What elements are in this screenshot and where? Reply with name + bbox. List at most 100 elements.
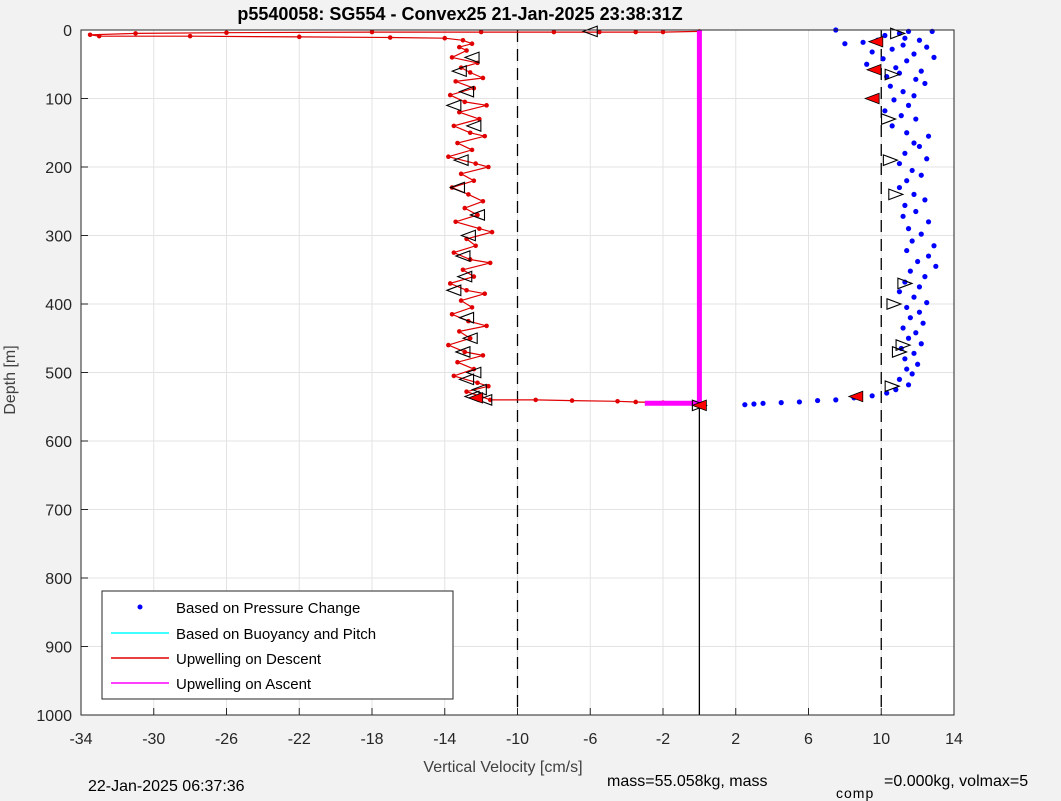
based-on-pressure-change-point: [864, 61, 870, 67]
upwelling-on-descent-point: [462, 349, 468, 355]
based-on-pressure-change-point: [902, 356, 908, 362]
descent-marker: [458, 85, 475, 98]
based-on-pressure-change-point: [913, 116, 919, 122]
upwelling-on-descent-point: [446, 342, 451, 348]
upwelling-on-descent-point: [453, 219, 458, 225]
legend-box: [101, 590, 454, 700]
marker-layer: [445, 25, 914, 412]
based-on-pressure-change-point: [916, 284, 923, 290]
y-tick-label: 1000: [36, 708, 72, 725]
filled-red-marker: [847, 390, 864, 403]
upwelling-on-descent-point: [457, 329, 462, 334]
based-on-pressure-change-point: [911, 350, 917, 356]
based-on-pressure-change-point: [904, 366, 910, 372]
y-tick-label: 600: [45, 434, 72, 451]
based-on-pressure-change-point: [922, 197, 928, 203]
descent-marker: [452, 154, 469, 167]
x-tick-label: -18: [360, 731, 383, 748]
upwelling-on-descent-point: [460, 267, 466, 273]
x-tick-label: -2: [656, 731, 670, 748]
based-on-pressure-change-point: [911, 51, 917, 57]
upwelling-on-descent-point: [449, 55, 455, 60]
based-on-pressure-change-point: [904, 178, 910, 184]
based-on-pressure-change-point: [916, 143, 923, 150]
descent-marker: [454, 345, 471, 358]
based-on-pressure-change-point: [931, 243, 937, 249]
footer-timestamp: 22-Jan-2025 06:37:36: [88, 778, 245, 795]
ascent-marker: [891, 345, 909, 358]
x-axis-label: Vertical Velocity [cm/s]: [423, 759, 582, 776]
based-on-pressure-change-point: [915, 361, 921, 367]
based-on-pressure-change-point: [900, 89, 906, 95]
based-on-pressure-change-point: [907, 268, 913, 274]
ascent-marker: [886, 297, 903, 311]
footer-mass-prefix: mass=55.058kg, mass: [607, 773, 768, 790]
upwelling-on-descent-point: [480, 353, 486, 358]
legend: Based on Pressure Change Based on Buoyan…: [101, 590, 454, 700]
upwelling-on-descent-point: [660, 29, 666, 35]
x-tick-label: -34: [69, 731, 92, 748]
upwelling-on-descent-point: [467, 335, 473, 341]
upwelling-on-descent-point: [597, 29, 602, 35]
x-tick-label: -6: [583, 731, 597, 748]
based-on-pressure-change-point: [911, 294, 917, 300]
descent-marker: [468, 208, 486, 221]
upwelling-on-descent-point: [387, 35, 393, 40]
based-on-pressure-change-point: [916, 309, 923, 315]
x-tick-label: 6: [804, 731, 813, 748]
upwelling-on-descent-point: [489, 229, 495, 235]
chart-title: p5540058: SG554 - Convex25 21-Jan-2025 2…: [237, 4, 682, 24]
x-tick-label: -22: [288, 731, 311, 748]
based-on-pressure-change-point: [915, 258, 921, 265]
based-on-pressure-change-point: [933, 263, 939, 269]
x-tick-label: -10: [506, 731, 529, 748]
x-axis-ticks: -34 -30 -26 -22 -18 -14 -10 -6 -2 2 6 10 14: [69, 708, 963, 748]
upwelling-on-descent-point: [449, 311, 455, 317]
legend-label-pressure: Based on Pressure Change: [176, 600, 360, 617]
legend-label-buoyancy: Based on Buoyancy and Pitch: [176, 626, 376, 643]
based-on-pressure-change-point: [931, 54, 937, 61]
filled-red-marker: [865, 63, 882, 76]
ascent-marker: [897, 277, 914, 290]
descent-marker: [476, 393, 493, 406]
based-on-pressure-change-point: [918, 341, 924, 347]
upwelling-on-descent-point: [451, 250, 457, 255]
descent-marker: [454, 250, 471, 263]
footer-mass-subscript: comp: [836, 785, 874, 801]
filled-red-marker: [691, 399, 707, 412]
x-tick-label: -30: [142, 731, 165, 748]
y-tick-label: 0: [63, 23, 72, 40]
based-on-pressure-change-point: [904, 58, 910, 64]
based-on-pressure-change-point: [860, 39, 866, 45]
based-on-pressure-change-point: [924, 156, 930, 162]
upwelling-on-descent-point: [453, 79, 458, 84]
based-on-pressure-change-point: [922, 80, 928, 87]
based-on-pressure-change-point: [869, 49, 875, 55]
upwelling-on-descent-point: [187, 33, 193, 39]
upwelling-on-descent-point: [296, 34, 302, 40]
upwelling-on-descent-point: [451, 373, 457, 379]
based-on-pressure-change-point: [918, 172, 924, 178]
upwelling-on-descent-point: [475, 380, 480, 386]
upwelling-on-descent-point: [224, 30, 229, 36]
based-on-pressure-change-point: [814, 397, 821, 404]
based-on-pressure-change-point: [922, 274, 928, 280]
ascent-marker: [890, 27, 907, 40]
based-on-pressure-change-point: [920, 320, 926, 326]
y-tick-label: 300: [45, 229, 72, 246]
x-tick-label: -14: [433, 731, 456, 748]
y-axis-ticks: 0 100 200 300 400 500 600 700 800 900 1000: [36, 23, 88, 725]
upwelling-on-descent-point: [469, 305, 475, 310]
based-on-pressure-change-point: [905, 226, 912, 232]
upwelling-on-descent-point: [471, 274, 477, 279]
upwelling-on-descent-point: [369, 29, 375, 35]
based-on-pressure-change-point: [913, 208, 919, 215]
based-on-pressure-change-point: [904, 247, 910, 254]
upwelling-on-descent-point: [486, 164, 491, 170]
upwelling-on-descent-point: [455, 140, 460, 146]
based-on-pressure-change-point: [900, 325, 906, 331]
legend-label-descent: Upwelling on Descent: [176, 651, 322, 668]
y-tick-label: 700: [45, 503, 72, 520]
based-on-pressure-change-point: [905, 335, 912, 341]
upwelling-on-descent-point: [458, 171, 464, 177]
